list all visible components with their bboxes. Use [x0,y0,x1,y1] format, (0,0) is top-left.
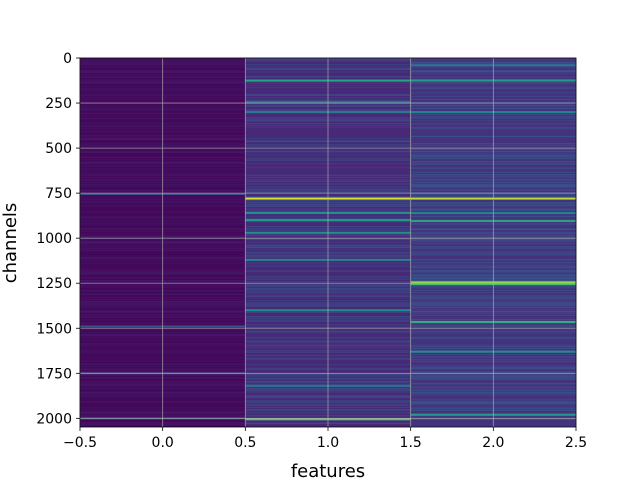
y-tick-label: 1250 [36,276,72,292]
y-tick-label: 0 [63,51,72,67]
y-tick-label: 750 [45,186,72,202]
x-axis-ticks: −0.5 0.0 0.5 1.0 1.5 2.0 2.5 [63,427,587,451]
y-tick-label: 500 [45,141,72,157]
x-tick-label: −0.5 [63,435,97,451]
y-tick-label: 1750 [36,366,72,382]
x-tick-label: 0.5 [234,435,256,451]
y-tick-label: 2000 [36,411,72,427]
y-axis-label: channels [0,203,21,284]
x-axis-label: features [291,461,365,480]
x-tick-label: 2.5 [565,435,587,451]
x-tick-label: 0.0 [152,435,174,451]
x-tick-label: 2.0 [482,435,504,451]
y-tick-label: 1500 [36,321,72,337]
y-tick-label: 1000 [36,231,72,247]
y-axis-ticks: 0 250 500 750 1000 1250 1500 1750 2000 [36,51,80,427]
x-tick-label: 1.0 [317,435,339,451]
x-tick-label: 1.5 [400,435,422,451]
y-tick-label: 250 [45,96,72,112]
